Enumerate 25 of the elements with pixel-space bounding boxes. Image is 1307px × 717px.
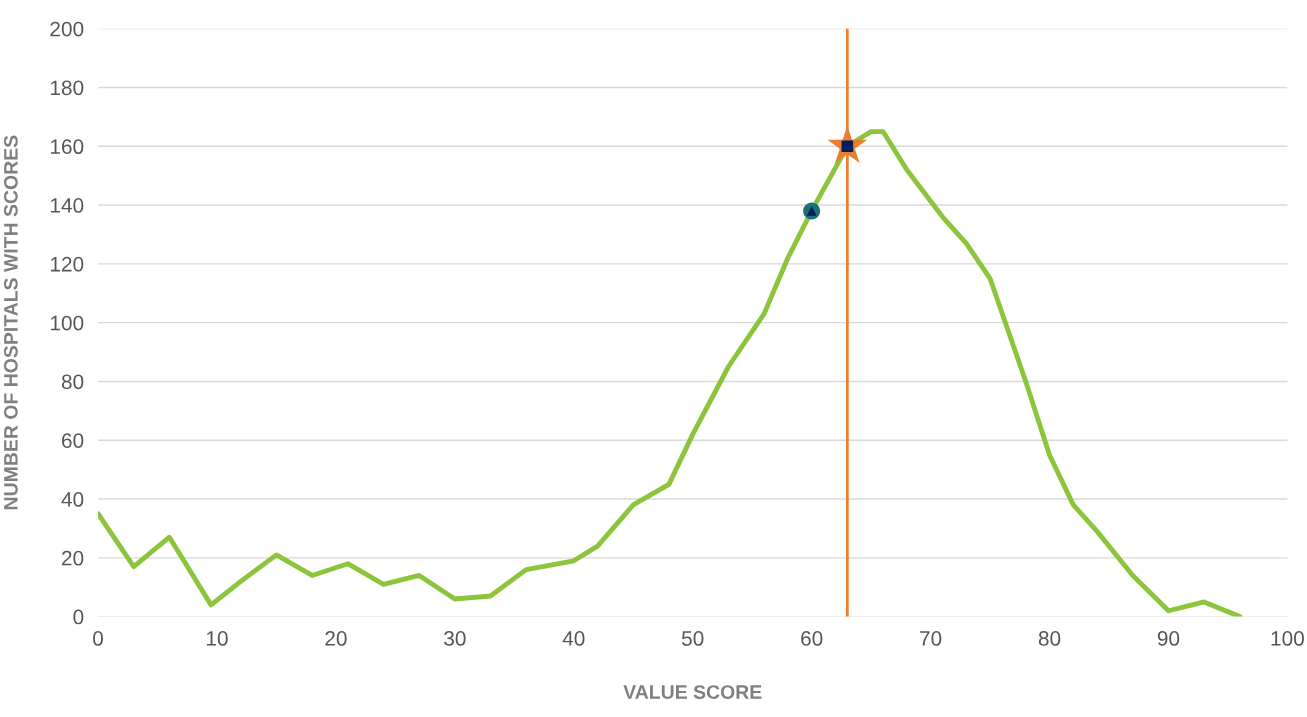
x-axis-title: VALUE SCORE <box>623 685 762 699</box>
y-tick-label: 60 <box>62 433 84 448</box>
x-tick-label: 40 <box>562 631 585 646</box>
y-tick-label: 20 <box>62 550 84 566</box>
x-tick-label: 10 <box>206 631 228 646</box>
x-tick-label: 70 <box>920 631 942 646</box>
x-tick-label: 30 <box>444 631 466 646</box>
line-series <box>98 129 1243 617</box>
x-tick-label: 100 <box>1271 631 1304 646</box>
y-tick-label: 0 <box>73 609 84 625</box>
x-tick-label: 80 <box>1038 631 1061 646</box>
y-tick-label: 160 <box>50 139 84 155</box>
y-tick-label: 120 <box>50 256 84 272</box>
y-tick-label: 200 <box>50 21 84 37</box>
x-tick-label: 20 <box>325 631 347 646</box>
x-tick-label: 50 <box>681 631 704 646</box>
x-tick-label: 0 <box>93 631 103 646</box>
y-axis-title: NUMBER OF HOSPITALS WITH SCORES <box>3 135 18 510</box>
x-tick-label: 60 <box>801 631 823 646</box>
x-tick-label: 90 <box>1157 631 1180 646</box>
y-tick-label: 80 <box>61 374 84 390</box>
y-tick-label: 180 <box>50 80 84 96</box>
y-tick-label: 140 <box>50 198 84 213</box>
y-tick-label: 40 <box>61 492 84 507</box>
y-tick-label: 100 <box>50 315 84 331</box>
